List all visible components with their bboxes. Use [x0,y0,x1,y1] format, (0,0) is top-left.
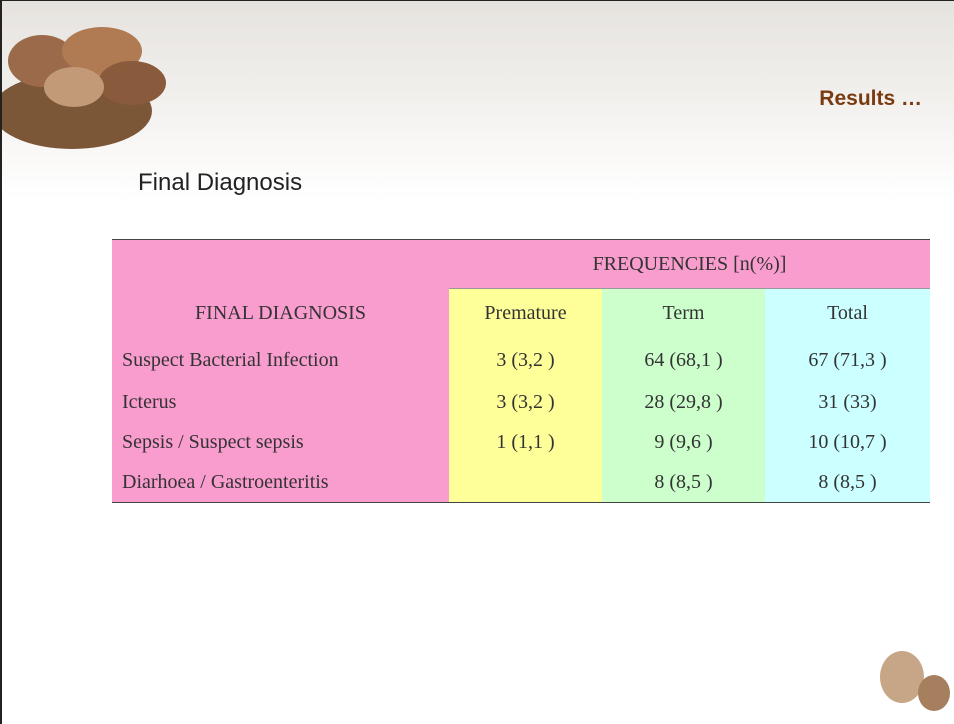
column-header: Term [602,289,765,339]
row-label: Sepsis / Suspect sepsis [112,423,449,463]
column-header: Premature [449,289,602,339]
table-row: Diarhoea / Gastroenteritis 8 (8,5 )8 (8,5… [112,463,930,503]
table-cell: 64 (68,1 ) [602,339,765,382]
slide: Results … Final Diagnosis FREQUENCIES [n… [0,0,954,724]
group-header: FREQUENCIES [n(%)] [449,240,930,289]
table-cell: 9 (9,6 ) [602,423,765,463]
row-label: Icterus [112,382,449,423]
table-cell: 67 (71,3 ) [765,339,930,382]
table-cell: 1 (1,1 ) [449,423,602,463]
table-cell: 10 (10,7 ) [765,423,930,463]
table-cell: 8 (8,5 ) [765,463,930,503]
table-cell: 31 (33) [765,382,930,423]
column-header: Total [765,289,930,339]
table-cell: 3 (3,2 ) [449,339,602,382]
table-cell: 8 (8,5 ) [602,463,765,503]
table-cell [112,240,449,289]
row-label: Suspect Bacterial Infection [112,339,449,382]
mushroom-decoration [2,1,202,151]
column-header: FINAL DIAGNOSIS [112,289,449,339]
table-header-row: FINAL DIAGNOSIS Premature Term Total [112,289,930,339]
row-label: Diarhoea / Gastroenteritis [112,463,449,503]
results-table: FREQUENCIES [n(%)] FINAL DIAGNOSIS Prema… [112,239,930,503]
table-cell: 28 (29,8 ) [602,382,765,423]
table-cell [449,463,602,503]
header-title: Results … [819,87,922,111]
mushroom-decoration [874,641,954,721]
slide-title: Final Diagnosis [138,169,302,197]
table-cell: 3 (3,2 ) [449,382,602,423]
table-header-row: FREQUENCIES [n(%)] [112,240,930,289]
